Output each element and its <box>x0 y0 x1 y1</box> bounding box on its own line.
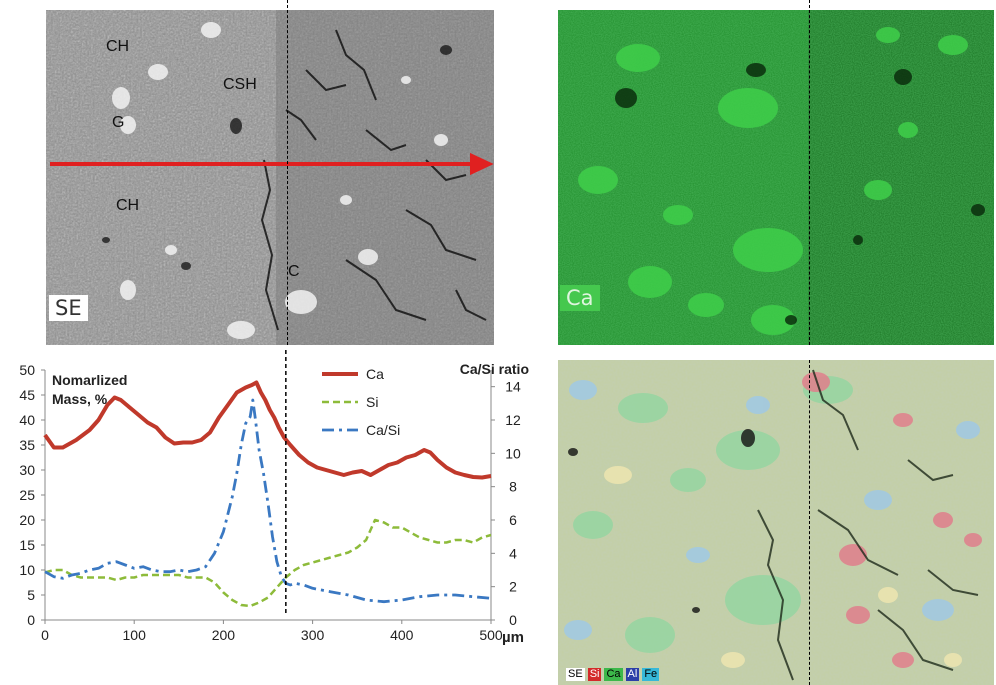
y-tick-label-left: 35 <box>19 437 35 453</box>
x-tick-label: 0 <box>41 627 49 643</box>
y-tick-label-right: 12 <box>505 412 521 428</box>
y-tick-label-left: 15 <box>19 537 35 553</box>
series-line-ca-si <box>44 398 492 604</box>
y-tick-label-left: 0 <box>27 612 35 628</box>
element-legend-se: SE <box>566 668 585 681</box>
x-tick-label: 200 <box>212 627 236 643</box>
y-tick-label-right: 8 <box>509 479 517 495</box>
ca-label: Ca <box>560 285 600 311</box>
se-boundary-dashed-line <box>287 0 288 345</box>
y-tick-label-left: 5 <box>27 587 35 603</box>
y-tick-label-left: 25 <box>19 487 35 503</box>
se-label: SE <box>49 295 88 321</box>
series-line-si <box>44 518 492 608</box>
se-micrograph-panel: CH CSH G CH C SE <box>46 10 494 345</box>
element-legend-ca: Ca <box>604 668 623 681</box>
composite-map-panel: SE Si Ca Al Fe <box>558 360 994 685</box>
y-tick-label-left: 50 <box>19 362 35 378</box>
x-axis-unit-label: µm <box>502 629 524 646</box>
y-tick-label-left: 20 <box>19 512 35 528</box>
y2-axis-label: Ca/Si ratio <box>460 361 529 377</box>
chart-title: Nomarlized Mass, % <box>52 372 127 407</box>
y-tick-label-right: 4 <box>509 545 517 561</box>
y-tick-label-left: 30 <box>19 462 35 478</box>
legend-label-si: Si <box>366 394 378 410</box>
y-tick-label-left: 40 <box>19 412 35 428</box>
y-tick-label-right: 14 <box>505 379 521 395</box>
y-tick-label-right: 2 <box>509 579 517 595</box>
y-tick-label-right: 6 <box>509 512 517 528</box>
x-tick-label: 400 <box>390 627 414 643</box>
element-legend-fe: Fe <box>642 668 660 681</box>
overlay-boundary-dashed-line <box>809 360 810 685</box>
y-tick-label-left: 45 <box>19 387 35 403</box>
legend-label-ca: Ca <box>366 366 384 382</box>
y-tick-label-right: 10 <box>505 445 521 461</box>
ca-boundary-dashed-line <box>809 0 810 345</box>
composite-map-image <box>558 360 994 685</box>
x-tick-label: 300 <box>301 627 325 643</box>
feature-label-ch-bottom: CH <box>116 197 140 214</box>
feature-label-ch-top: CH <box>106 38 130 55</box>
y-tick-label-right: 0 <box>509 612 517 628</box>
element-legend-al: Al <box>625 668 640 681</box>
legend-label-ca-si: Ca/Si <box>366 422 400 438</box>
x-tick-label: 500 <box>479 627 503 643</box>
se-micrograph-image <box>46 10 494 345</box>
series-line-ca <box>43 380 492 480</box>
y-tick-label-left: 10 <box>19 562 35 578</box>
feature-label-csh: CSH <box>223 76 257 93</box>
x-tick-label: 100 <box>123 627 147 643</box>
ca-map-panel: Ca <box>558 10 994 345</box>
element-legend: SE Si Ca Al Fe <box>566 668 660 681</box>
feature-label-c: C <box>288 263 300 280</box>
ca-map-image <box>558 10 994 345</box>
element-legend-si: Si <box>587 668 602 681</box>
feature-label-g: G <box>112 114 125 131</box>
